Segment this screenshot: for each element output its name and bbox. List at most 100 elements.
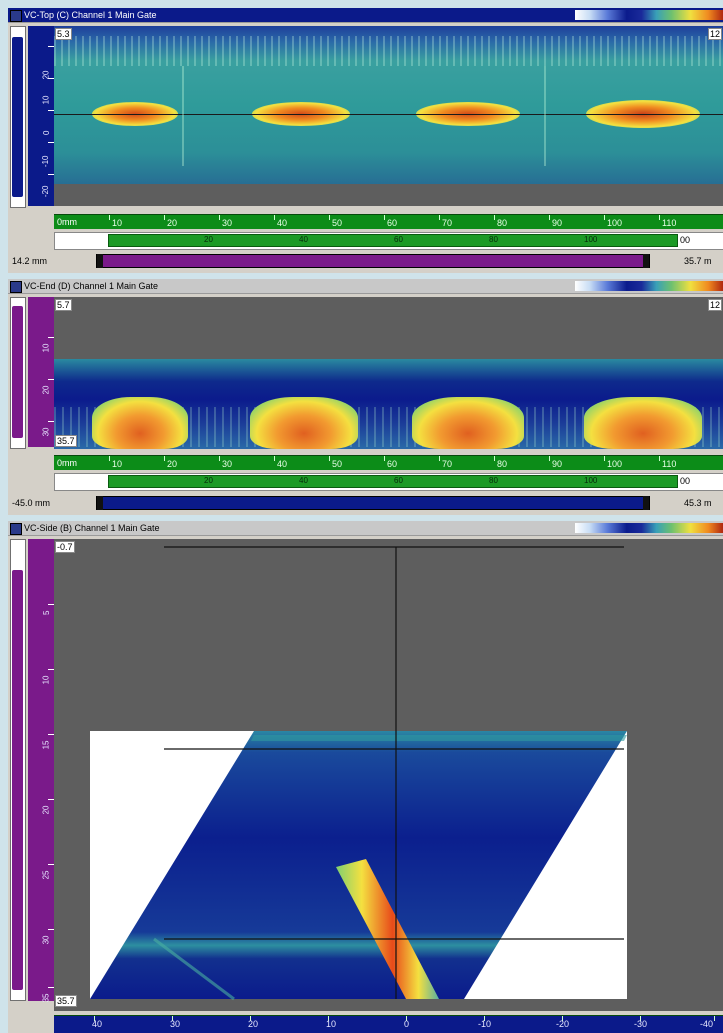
ruler-unit: 0mm bbox=[57, 217, 77, 227]
vc-top-slider-right-value: 35.7 m bbox=[684, 256, 712, 266]
slider-right-handle[interactable] bbox=[643, 496, 649, 510]
range-tick-label: 60 bbox=[394, 235, 403, 244]
vruler-label: 10 bbox=[41, 343, 51, 353]
vc-end-titlebar[interactable]: VC-End (D) Channel 1 Main Gate bbox=[8, 279, 723, 294]
slider-left-handle[interactable] bbox=[97, 496, 103, 510]
x-tick-label: -40 bbox=[700, 1019, 714, 1029]
vc-top-horizontal-ruler: 0mm 10 20 30 40 50 60 70 80 90 100 110 bbox=[54, 214, 723, 229]
vruler-label: 5 bbox=[41, 610, 51, 615]
x-tick-label: 10 bbox=[112, 218, 123, 228]
vc-top-corner-label: 12 bbox=[708, 28, 723, 40]
vruler-label: 10 bbox=[41, 95, 51, 105]
vc-side-sscan-image[interactable] bbox=[54, 539, 723, 1011]
vruler-label: 20 bbox=[41, 805, 51, 815]
range-tick-label: 20 bbox=[204, 235, 213, 244]
vruler-label: 0 bbox=[41, 130, 51, 135]
window-icon bbox=[10, 523, 22, 535]
vc-top-scale-top-label: 5.3 bbox=[55, 28, 72, 40]
vc-end-scale-top-label: 5.7 bbox=[55, 299, 72, 311]
x-tick-label: 80 bbox=[497, 218, 508, 228]
slider-left-handle[interactable] bbox=[97, 254, 103, 268]
vruler-label: -20 bbox=[41, 185, 51, 198]
vruler-label: 35 bbox=[41, 993, 51, 1003]
color-palette[interactable] bbox=[575, 10, 723, 20]
range-tick-label: 60 bbox=[394, 476, 403, 485]
x-tick-label: 50 bbox=[332, 218, 343, 228]
vc-top-gate-slider[interactable] bbox=[96, 254, 650, 268]
x-tick-label: 30 bbox=[222, 459, 233, 469]
vc-end-panel: VC-End (D) Channel 1 Main Gate 10 20 30 … bbox=[8, 279, 723, 515]
vruler-label: 15 bbox=[41, 740, 51, 750]
indication-blob bbox=[412, 397, 524, 449]
x-tick-label: 90 bbox=[552, 459, 563, 469]
vc-top-titlebar[interactable]: VC-Top (C) Channel 1 Main Gate bbox=[8, 8, 723, 23]
vc-side-panel: VC-Side (B) Channel 1 Main Gate 5 10 15 … bbox=[8, 521, 723, 1033]
x-tick-label: 20 bbox=[248, 1019, 259, 1029]
vc-end-dscan-image[interactable] bbox=[54, 297, 723, 449]
x-tick-label: 40 bbox=[277, 459, 288, 469]
vc-end-horizontal-ruler: 0mm 10 20 30 40 50 60 70 80 90 100 110 bbox=[54, 455, 723, 470]
indication-blob bbox=[584, 397, 702, 449]
vc-top-range-bar[interactable]: 20 40 60 80 100 bbox=[108, 234, 678, 247]
x-tick-label: 60 bbox=[387, 218, 398, 228]
vc-end-vertical-ruler: 10 20 30 bbox=[28, 297, 54, 447]
vc-top-cscan-image[interactable] bbox=[54, 26, 723, 206]
range-tick-label: 80 bbox=[489, 235, 498, 244]
x-tick-label: 110 bbox=[662, 218, 677, 228]
indication-blob bbox=[92, 397, 188, 449]
vc-side-vertical-ruler: 5 10 15 20 25 30 35 bbox=[28, 539, 54, 1003]
vruler-label: 30 bbox=[41, 427, 51, 437]
slider-right-handle[interactable] bbox=[643, 254, 649, 268]
x-tick-label: -10 bbox=[478, 1019, 492, 1029]
vc-top-scroll-thumb[interactable] bbox=[12, 37, 23, 197]
x-tick-label: 70 bbox=[442, 459, 453, 469]
range-tick-label: 100 bbox=[584, 476, 598, 485]
vc-end-range-end: 00 bbox=[680, 476, 691, 486]
vc-side-scroll-thumb[interactable] bbox=[12, 570, 23, 990]
color-palette[interactable] bbox=[575, 281, 723, 291]
vc-top-title: VC-Top (C) Channel 1 Main Gate bbox=[24, 10, 157, 20]
vc-end-range-bar[interactable]: 20 40 60 80 100 bbox=[108, 475, 678, 488]
x-tick-label: 20 bbox=[167, 459, 178, 469]
vruler-label: 20 bbox=[41, 385, 51, 395]
vc-end-gate-slider[interactable] bbox=[96, 496, 650, 510]
x-tick-label: 40 bbox=[92, 1019, 103, 1029]
x-tick-label: 10 bbox=[326, 1019, 337, 1029]
vc-top-vertical-ruler: 20 10 0 -10 -20 bbox=[28, 26, 54, 206]
vc-end-vertical-scrollbar[interactable] bbox=[10, 297, 26, 449]
x-tick-label: 50 bbox=[332, 459, 343, 469]
color-palette[interactable] bbox=[575, 523, 723, 533]
range-tick-label: 20 bbox=[204, 476, 213, 485]
vc-top-slider-left-value: 14.2 mm bbox=[12, 256, 48, 266]
range-tick-label: 40 bbox=[299, 476, 308, 485]
x-tick-label: -30 bbox=[634, 1019, 648, 1029]
vc-end-scale-bottom-label: 35.7 bbox=[55, 435, 77, 447]
vc-end-slider-right-value: 45.3 m bbox=[684, 498, 712, 508]
range-tick-label: 80 bbox=[489, 476, 498, 485]
x-tick-label: 80 bbox=[497, 459, 508, 469]
vruler-label: 20 bbox=[41, 70, 51, 80]
vruler-label: 30 bbox=[41, 935, 51, 945]
vruler-label: -10 bbox=[41, 155, 51, 168]
x-tick-label: 110 bbox=[662, 459, 677, 469]
vc-top-panel: VC-Top (C) Channel 1 Main Gate 20 10 0 -… bbox=[8, 8, 723, 273]
vc-side-titlebar[interactable]: VC-Side (B) Channel 1 Main Gate bbox=[8, 521, 723, 536]
vc-end-slider-left-value: -45.0 mm bbox=[12, 498, 51, 508]
vc-side-vertical-scrollbar[interactable] bbox=[10, 539, 26, 1001]
sscan-drawing bbox=[90, 546, 627, 1001]
x-tick-label: 40 bbox=[277, 218, 288, 228]
window-icon bbox=[10, 281, 22, 293]
x-tick-label: -20 bbox=[556, 1019, 570, 1029]
vruler-label: 10 bbox=[41, 675, 51, 685]
x-tick-label: 30 bbox=[222, 218, 233, 228]
vc-end-scroll-thumb[interactable] bbox=[12, 306, 23, 438]
range-tick-label: 100 bbox=[584, 235, 598, 244]
horizontal-cursor-line[interactable] bbox=[54, 114, 723, 115]
window-icon bbox=[10, 10, 22, 22]
ruler-unit: 0mm bbox=[57, 458, 77, 468]
x-tick-label: 10 bbox=[112, 459, 123, 469]
x-tick-label: 60 bbox=[387, 459, 398, 469]
vc-top-vertical-scrollbar[interactable] bbox=[10, 26, 26, 208]
vc-side-scale-top-label: -0.7 bbox=[55, 541, 75, 553]
vc-side-scale-bottom-label: 35.7 bbox=[55, 995, 77, 1007]
